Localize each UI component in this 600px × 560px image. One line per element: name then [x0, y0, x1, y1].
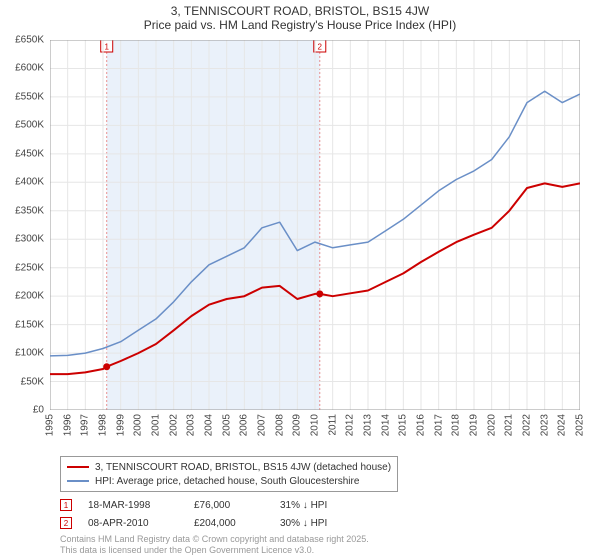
x-tick-label: 1995 [45, 414, 56, 436]
x-tick-label: 2010 [310, 414, 321, 436]
legend-label: HPI: Average price, detached house, Sout… [95, 476, 359, 487]
x-tick-label: 1997 [80, 414, 91, 436]
y-tick-label: £350K [15, 205, 44, 216]
x-tick-label: 2002 [168, 414, 179, 436]
legend: 3, TENNISCOURT ROAD, BRISTOL, BS15 4JW (… [60, 456, 398, 492]
legend-swatch [67, 466, 89, 468]
y-tick-label: £400K [15, 177, 44, 188]
x-tick-label: 2017 [433, 414, 444, 436]
x-tick-label: 2024 [557, 414, 568, 436]
x-tick-label: 2019 [469, 414, 480, 436]
y-tick-label: £250K [15, 262, 44, 273]
x-tick-label: 2025 [575, 414, 586, 436]
x-tick-label: 2005 [221, 414, 232, 436]
sale-marker-icon: 1 [60, 499, 72, 511]
y-tick-label: £150K [15, 319, 44, 330]
x-tick-label: 2003 [186, 414, 197, 436]
sale-price: £76,000 [194, 500, 264, 511]
sale-delta: 31% ↓ HPI [280, 500, 360, 511]
x-tick-label: 2022 [522, 414, 533, 436]
sale-dot [316, 290, 323, 297]
legend-label: 3, TENNISCOURT ROAD, BRISTOL, BS15 4JW (… [95, 462, 391, 473]
x-tick-label: 2020 [486, 414, 497, 436]
legend-row: 3, TENNISCOURT ROAD, BRISTOL, BS15 4JW (… [67, 460, 391, 474]
sale-dot [103, 363, 110, 370]
y-tick-label: £100K [15, 348, 44, 359]
x-tick-label: 1998 [98, 414, 109, 436]
y-tick-label: £50K [21, 376, 44, 387]
y-tick-label: £450K [15, 148, 44, 159]
sale-delta: 30% ↓ HPI [280, 518, 360, 529]
sale-marker-icon: 2 [60, 517, 72, 529]
y-tick-label: £500K [15, 120, 44, 131]
y-tick-label: £600K [15, 63, 44, 74]
x-tick-label: 2023 [539, 414, 550, 436]
x-tick-label: 2014 [380, 414, 391, 436]
sale-price: £204,000 [194, 518, 264, 529]
x-tick-label: 2021 [504, 414, 515, 436]
x-tick-label: 1996 [62, 414, 73, 436]
x-tick-label: 2012 [345, 414, 356, 436]
y-axis-labels: £0£50K£100K£150K£200K£250K£300K£350K£400… [0, 40, 48, 410]
legend-row: HPI: Average price, detached house, Sout… [67, 474, 391, 488]
copyright-line1: Contains HM Land Registry data © Crown c… [60, 534, 369, 545]
sale-marker-label: 2 [318, 43, 323, 52]
chart-title: 3, TENNISCOURT ROAD, BRISTOL, BS15 4JW [0, 4, 600, 18]
x-tick-label: 2007 [257, 414, 268, 436]
x-tick-label: 2009 [292, 414, 303, 436]
x-tick-label: 2001 [151, 414, 162, 436]
x-tick-label: 2013 [363, 414, 374, 436]
x-tick-label: 2008 [274, 414, 285, 436]
y-tick-label: £550K [15, 91, 44, 102]
sale-row: 2 08-APR-2010 £204,000 30% ↓ HPI [60, 514, 360, 532]
x-tick-label: 2000 [133, 414, 144, 436]
x-tick-label: 2015 [398, 414, 409, 436]
title-block: 3, TENNISCOURT ROAD, BRISTOL, BS15 4JW P… [0, 0, 600, 34]
chart-subtitle: Price paid vs. HM Land Registry's House … [0, 18, 600, 32]
sales-block: 1 18-MAR-1998 £76,000 31% ↓ HPI 2 08-APR-2010… [60, 496, 360, 532]
y-tick-label: £200K [15, 291, 44, 302]
x-tick-label: 2018 [451, 414, 462, 436]
x-tick-label: 2011 [327, 414, 338, 436]
sale-date: 08-APR-2010 [88, 518, 178, 529]
y-tick-label: £300K [15, 234, 44, 245]
sale-row: 1 18-MAR-1998 £76,000 31% ↓ HPI [60, 496, 360, 514]
y-tick-label: £0 [33, 405, 44, 416]
legend-swatch [67, 480, 89, 482]
x-tick-label: 1999 [115, 414, 126, 436]
x-tick-label: 2016 [416, 414, 427, 436]
copyright-line2: This data is licensed under the Open Gov… [60, 545, 369, 556]
sale-marker-label: 1 [104, 43, 109, 52]
chart-area: 12 [50, 40, 580, 410]
chart-svg: 12 [50, 40, 580, 410]
copyright-block: Contains HM Land Registry data © Crown c… [60, 534, 369, 556]
x-axis-labels: 1995199619971998199920002001200220032004… [50, 412, 580, 452]
sale-date: 18-MAR-1998 [88, 500, 178, 511]
y-tick-label: £650K [15, 35, 44, 46]
x-tick-label: 2006 [239, 414, 250, 436]
x-tick-label: 2004 [204, 414, 215, 436]
